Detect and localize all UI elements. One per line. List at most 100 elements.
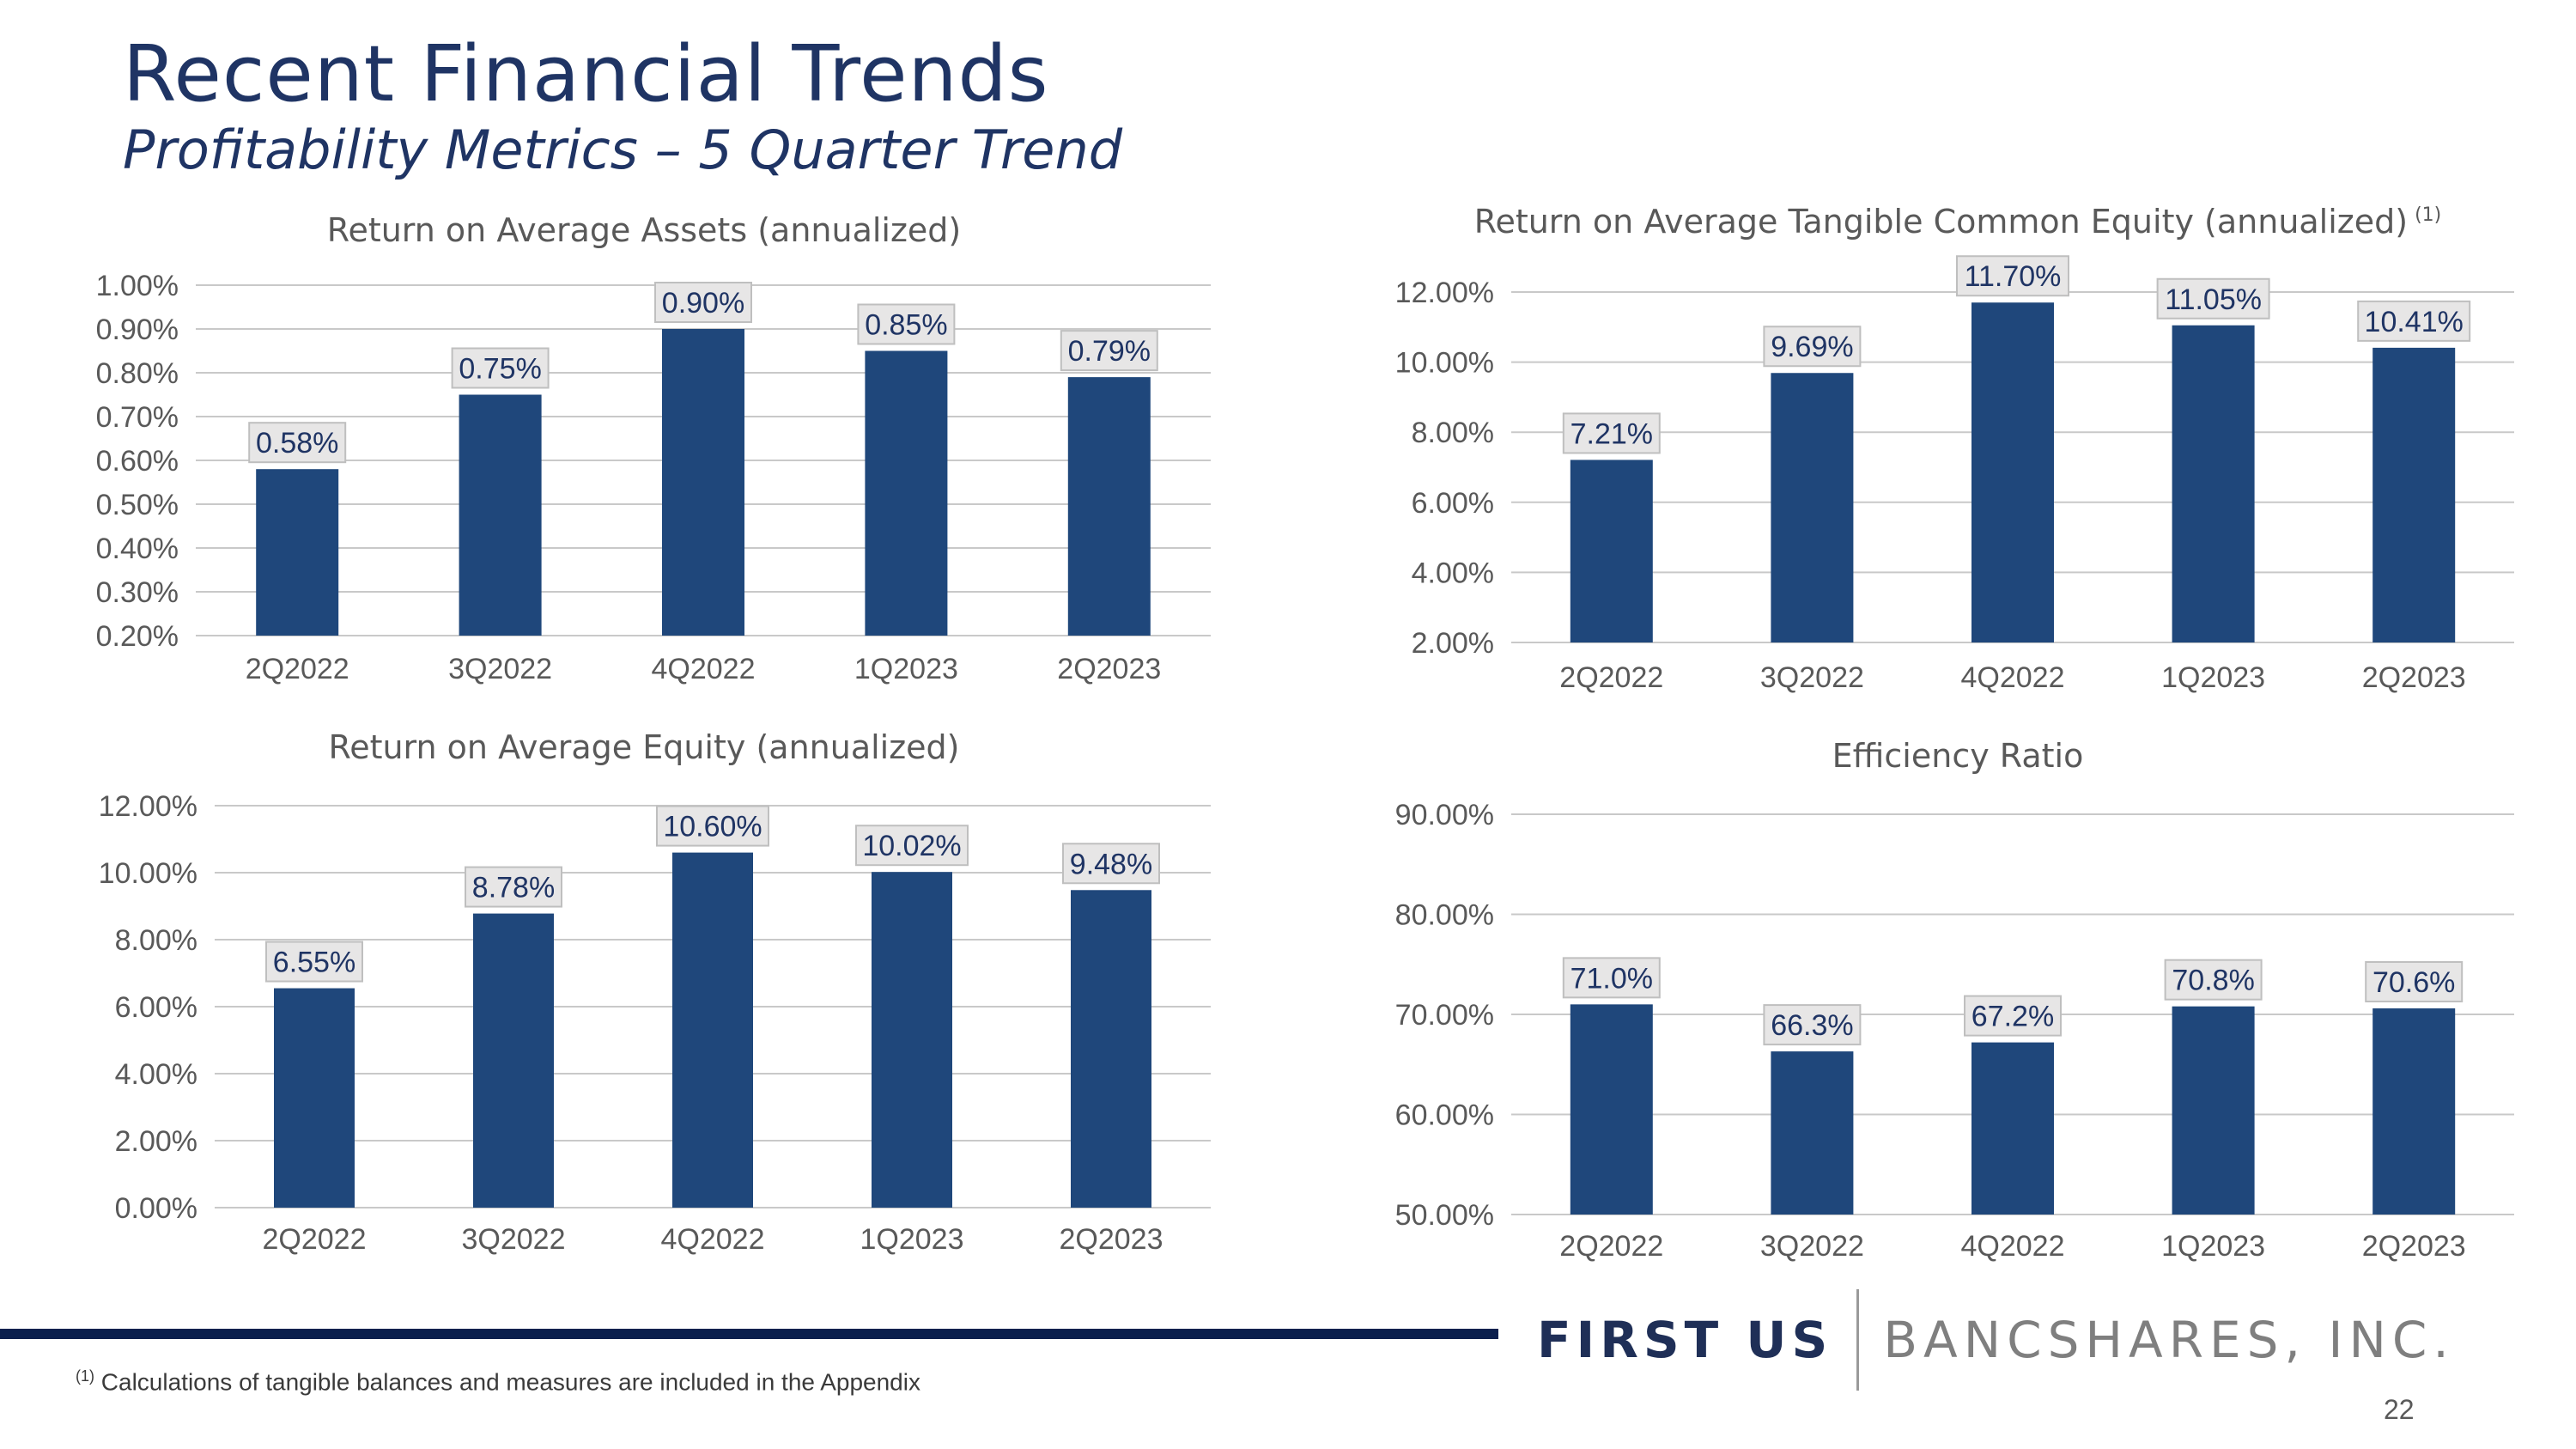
chart-title-text: Return on Average Tangible Common Equity… bbox=[1473, 203, 2409, 240]
y-tick-label: 0.70% bbox=[96, 401, 179, 434]
bar bbox=[2172, 1006, 2255, 1215]
chart-title: Efficiency Ratio bbox=[1357, 737, 2559, 775]
chart-svg: 12.00% 10.00% 8.00% 6.00% 4.00% 2.00% 0.00% 6.5… bbox=[99, 790, 1211, 1256]
x-tick-label: 2Q2023 bbox=[1057, 653, 1161, 685]
y-tick-label: 6.00% bbox=[1412, 487, 1494, 520]
chart-return-on-average-equity: Return on Average Equity (annualized) 12… bbox=[60, 721, 1228, 1271]
data-label: 10.02% bbox=[862, 830, 961, 862]
bar bbox=[1771, 373, 1854, 642]
y-tick-label: 4.00% bbox=[1412, 557, 1494, 589]
chart-title-text: Return on Average Assets (annualized) bbox=[326, 211, 962, 249]
x-tick-label: 3Q2022 bbox=[1760, 1230, 1864, 1263]
y-tick-label: 4.00% bbox=[115, 1058, 197, 1091]
chart-svg: 90.00% 80.00% 70.00% 60.00% 50.00% 71.0% 2Q202… bbox=[1395, 799, 2514, 1263]
y-tick-label: 1.00% bbox=[96, 270, 179, 302]
data-label-box bbox=[1562, 957, 1661, 999]
data-label-box bbox=[1562, 412, 1661, 454]
bar bbox=[1971, 302, 2054, 642]
chart-title-text: Efficiency Ratio bbox=[1832, 737, 2084, 775]
chart-efficiency-ratio: Efficiency Ratio 90.00% 80.00% 70.00% 60.00… bbox=[1357, 732, 2559, 1282]
data-label: 9.69% bbox=[1771, 331, 1853, 363]
x-tick-label: 3Q2022 bbox=[1760, 661, 1864, 694]
data-label: 71.0% bbox=[1571, 962, 1653, 995]
y-tick-label: 60.00% bbox=[1395, 1099, 1494, 1132]
data-label-box bbox=[2357, 300, 2471, 342]
company-logo: FIRST US BANCSHARES, INC. bbox=[1537, 1289, 2455, 1391]
y-tick-label: 10.00% bbox=[99, 857, 197, 890]
logo-bancshares: BANCSHARES, INC. bbox=[1883, 1311, 2455, 1369]
chart-title: Return on Average Equity (annualized) bbox=[60, 728, 1228, 766]
data-label: 67.2% bbox=[1971, 1001, 2054, 1033]
bar bbox=[865, 350, 948, 636]
data-label-box bbox=[1763, 326, 1862, 368]
chart-return-on-average-assets: Return on Average Assets (annualized) 1.… bbox=[60, 199, 1228, 706]
data-label-box bbox=[1060, 330, 1158, 372]
y-tick-label: 0.00% bbox=[115, 1192, 197, 1225]
y-tick-label: 0.40% bbox=[96, 533, 179, 565]
y-tick-label: 12.00% bbox=[1395, 277, 1494, 309]
y-tick-label: 0.90% bbox=[96, 314, 179, 346]
data-label-box bbox=[2164, 959, 2263, 1001]
x-tick-label: 2Q2022 bbox=[263, 1223, 367, 1256]
x-tick-label: 4Q2022 bbox=[1961, 661, 2065, 694]
x-tick-label: 2Q2022 bbox=[1559, 661, 1663, 694]
y-tick-label: 0.60% bbox=[96, 445, 179, 478]
page-number: 22 bbox=[2384, 1394, 2415, 1425]
logo-separator bbox=[1856, 1289, 1860, 1391]
data-label-box bbox=[465, 866, 562, 908]
x-tick-label: 1Q2023 bbox=[854, 653, 958, 685]
data-label-box bbox=[248, 422, 347, 464]
bar bbox=[1570, 1004, 1653, 1215]
y-tick-label: 8.00% bbox=[1412, 417, 1494, 449]
data-label-box bbox=[656, 805, 769, 847]
chart-svg: 1.00% 0.90% 0.80% 0.70% 0.60% 0.50% 0.40% 0.30%… bbox=[96, 270, 1211, 685]
y-tick-label: 0.20% bbox=[96, 620, 179, 653]
bar bbox=[662, 329, 744, 636]
y-tick-label: 6.00% bbox=[115, 991, 197, 1024]
chart-title: Return on Average Assets (annualized) bbox=[60, 211, 1228, 249]
bar bbox=[1570, 460, 1653, 642]
chart-return-on-average-tangible-common-equity: Return on Average Tangible Common Equity… bbox=[1357, 196, 2559, 711]
y-tick-label: 2.00% bbox=[1412, 627, 1494, 660]
x-tick-label: 2Q2023 bbox=[2362, 661, 2466, 694]
x-tick-label: 3Q2022 bbox=[448, 653, 552, 685]
data-label: 8.78% bbox=[472, 872, 555, 904]
bar bbox=[1771, 1051, 1854, 1215]
bar bbox=[274, 988, 355, 1208]
bar bbox=[473, 913, 554, 1208]
bar bbox=[2372, 1008, 2456, 1215]
data-label: 70.8% bbox=[2172, 965, 2254, 997]
x-tick-label: 1Q2023 bbox=[860, 1223, 964, 1256]
data-label-box bbox=[1956, 255, 2069, 297]
x-tick-label: 2Q2023 bbox=[1060, 1223, 1163, 1256]
data-label-box bbox=[1763, 1004, 1862, 1046]
data-label: 9.48% bbox=[1070, 848, 1152, 880]
data-label: 11.05% bbox=[2165, 283, 2262, 316]
footnote-marker: (1) bbox=[76, 1367, 94, 1385]
data-label-box bbox=[265, 941, 363, 983]
y-tick-label: 90.00% bbox=[1395, 799, 1494, 831]
bar bbox=[459, 394, 542, 636]
y-tick-label: 0.30% bbox=[96, 576, 179, 609]
page-title: Recent Financial Trends bbox=[123, 29, 1049, 119]
y-tick-label: 12.00% bbox=[99, 790, 197, 823]
data-label: 0.85% bbox=[865, 309, 947, 342]
x-tick-label: 2Q2022 bbox=[246, 653, 349, 685]
x-tick-label: 4Q2022 bbox=[661, 1223, 765, 1256]
footnote-text: Calculations of tangible balances and me… bbox=[100, 1368, 920, 1396]
data-label-box bbox=[654, 282, 752, 323]
y-tick-label: 0.80% bbox=[96, 357, 179, 390]
data-label: 0.90% bbox=[662, 287, 744, 320]
data-label: 10.41% bbox=[2365, 306, 2464, 338]
data-label-box bbox=[451, 347, 550, 389]
bar bbox=[2372, 347, 2456, 642]
data-label: 0.75% bbox=[459, 353, 541, 386]
data-label-box bbox=[2156, 277, 2270, 320]
bar bbox=[256, 469, 339, 636]
chart-svg: 12.00% 10.00% 8.00% 6.00% 4.00% 2.00% 7.21% 2Q2… bbox=[1395, 255, 2514, 694]
bar bbox=[872, 872, 952, 1208]
data-label-box bbox=[855, 825, 969, 867]
data-label: 0.58% bbox=[256, 427, 338, 460]
data-label: 70.6% bbox=[2372, 966, 2455, 999]
footer-rule bbox=[0, 1329, 1498, 1339]
